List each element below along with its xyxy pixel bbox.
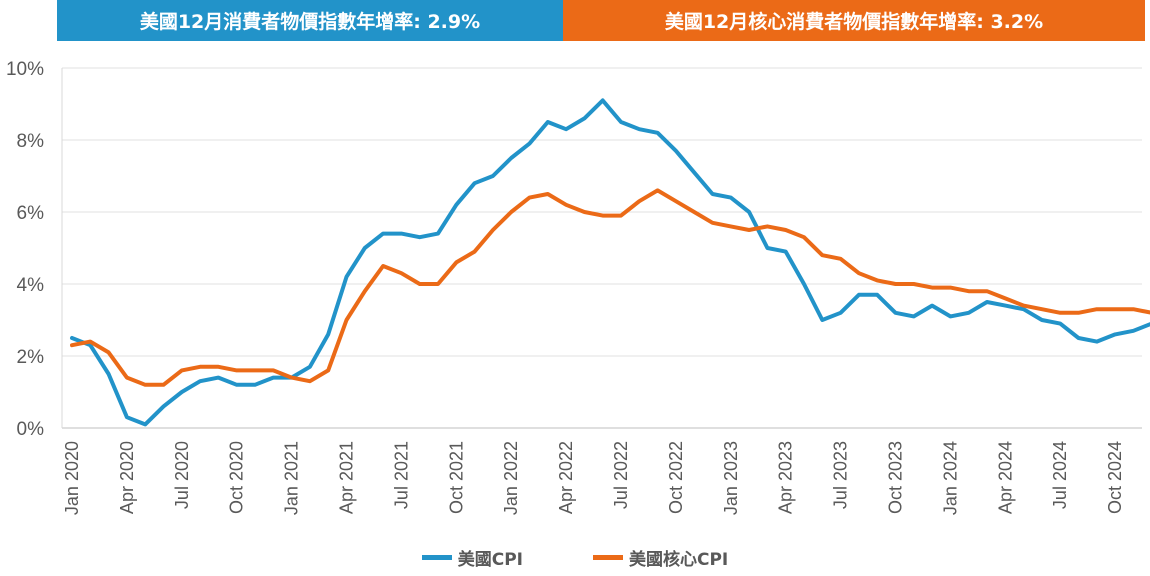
x-tick-label: Jan 2022 bbox=[501, 441, 521, 515]
x-axis-ticks: Jan 2020 Apr 2020 Jul 2020 Oct 2020 Jan 2021… bbox=[62, 441, 1125, 515]
series-line-cpi bbox=[70, 98, 1150, 427]
x-tick-label: Jul 2023 bbox=[831, 441, 851, 509]
y-tick-label: 6% bbox=[17, 203, 45, 224]
x-tick-label: Oct 2023 bbox=[886, 441, 906, 514]
y-tick-label: 0% bbox=[17, 419, 45, 440]
y-tick-label: 8% bbox=[17, 131, 45, 152]
legend-item-cpi: 美國CPI bbox=[421, 545, 523, 570]
x-tick-label: Jul 2020 bbox=[172, 441, 192, 509]
cpi-banner: 美國12月消費者物價指數年增率: 2.9% bbox=[57, 0, 563, 41]
x-tick-label: Apr 2020 bbox=[117, 441, 137, 514]
x-tick-label: Apr 2023 bbox=[776, 441, 796, 514]
x-tick-label: Jul 2024 bbox=[1050, 441, 1070, 509]
x-tick-label: Jan 2023 bbox=[721, 441, 741, 515]
legend: 美國CPI 美國核心CPI bbox=[0, 545, 1150, 570]
y-tick-label: 4% bbox=[17, 275, 45, 296]
x-tick-label: Oct 2024 bbox=[1105, 441, 1125, 514]
y-tick-label: 10% bbox=[6, 59, 44, 80]
x-tick-label: Oct 2020 bbox=[227, 441, 247, 514]
legend-swatch-core-cpi bbox=[593, 555, 623, 560]
legend-item-core-cpi: 美國核心CPI bbox=[593, 545, 728, 570]
x-tick-label: Apr 2022 bbox=[556, 441, 576, 514]
x-tick-label: Jul 2022 bbox=[611, 441, 631, 509]
gridlines bbox=[61, 67, 1142, 429]
x-tick-label: Jan 2020 bbox=[62, 441, 82, 515]
legend-label-cpi: 美國CPI bbox=[457, 550, 523, 570]
x-tick-label: Jan 2024 bbox=[940, 441, 960, 515]
legend-label-core-cpi: 美國核心CPI bbox=[629, 550, 729, 570]
x-tick-label: Oct 2021 bbox=[446, 441, 466, 514]
x-tick-label: Apr 2024 bbox=[995, 441, 1015, 514]
series-lines bbox=[70, 98, 1150, 427]
y-axis-ticks: 0% 2% 4% 6% 8% 10% bbox=[6, 59, 44, 440]
x-tick-label: Jul 2021 bbox=[391, 441, 411, 509]
x-tick-label: Jan 2021 bbox=[282, 441, 302, 515]
x-tick-label: Oct 2022 bbox=[666, 441, 686, 514]
y-tick-label: 2% bbox=[17, 347, 45, 368]
series-line-core-cpi bbox=[70, 188, 1150, 387]
x-tick-label: Apr 2021 bbox=[337, 441, 357, 514]
core-cpi-banner: 美國12月核心消費者物價指數年增率: 3.2% bbox=[563, 0, 1145, 41]
legend-swatch-cpi bbox=[421, 555, 452, 560]
